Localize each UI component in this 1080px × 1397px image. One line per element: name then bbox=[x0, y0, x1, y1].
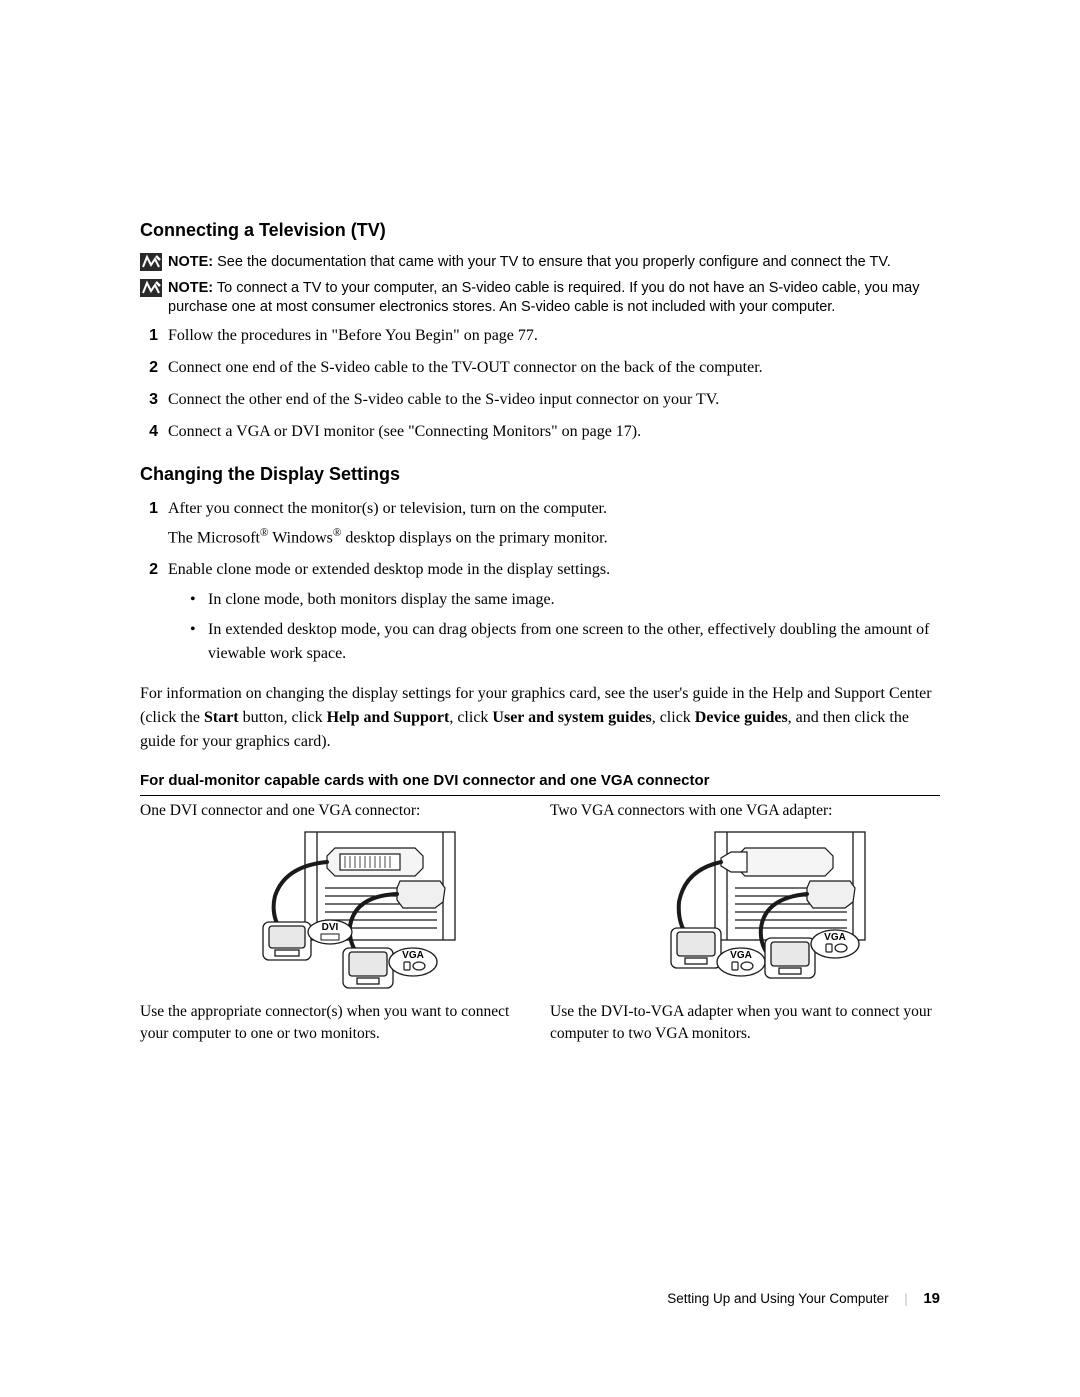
left-column: One DVI connector and one VGA connector: bbox=[140, 802, 530, 1044]
note-row-2: NOTE: To connect a TV to your computer, … bbox=[140, 279, 940, 318]
footer-separator: | bbox=[905, 1291, 908, 1307]
note-1-body: See the documentation that came with you… bbox=[213, 254, 891, 270]
note-2-label: NOTE: bbox=[168, 280, 213, 296]
step-number: 1 bbox=[140, 497, 168, 550]
step-number: 2 bbox=[140, 356, 168, 380]
diagram-left: DVI VGA bbox=[205, 826, 465, 991]
left-col-caption: Use the appropriate connector(s) when yo… bbox=[140, 1001, 530, 1044]
left-col-title: One DVI connector and one VGA connector: bbox=[140, 802, 530, 820]
step-text: Connect one end of the S-video cable to … bbox=[168, 356, 940, 380]
bullet-list: • In clone mode, both monitors display t… bbox=[168, 588, 940, 666]
footer-text: Setting Up and Using Your Computer bbox=[667, 1291, 888, 1306]
note-1-text: NOTE: See the documentation that came wi… bbox=[168, 253, 940, 273]
diagram-right: VGA VGA bbox=[615, 826, 875, 991]
bullet-item: • In clone mode, both monitors display t… bbox=[190, 588, 940, 612]
bullet-text: In clone mode, both monitors display the… bbox=[208, 588, 555, 612]
right-col-title: Two VGA connectors with one VGA adapter: bbox=[550, 802, 940, 820]
note-2-text: NOTE: To connect a TV to your computer, … bbox=[168, 279, 940, 318]
step-text: Follow the procedures in "Before You Beg… bbox=[168, 324, 940, 348]
step-item: 1 Follow the procedures in "Before You B… bbox=[140, 324, 940, 348]
footer-page-number: 19 bbox=[923, 1290, 940, 1307]
steps-list-1: 1 Follow the procedures in "Before You B… bbox=[140, 324, 940, 444]
table-header: For dual-monitor capable cards with one … bbox=[140, 772, 940, 796]
page-content: Connecting a Television (TV) NOTE: See t… bbox=[0, 0, 1080, 1104]
heading-connecting-tv: Connecting a Television (TV) bbox=[140, 220, 940, 241]
bullet-dot: • bbox=[190, 588, 208, 612]
info-paragraph: For information on changing the display … bbox=[140, 682, 940, 754]
step-number: 3 bbox=[140, 388, 168, 412]
bullet-item: • In extended desktop mode, you can drag… bbox=[190, 618, 940, 666]
vga-label: VGA bbox=[402, 950, 424, 961]
step-text: Enable clone mode or extended desktop mo… bbox=[168, 561, 610, 578]
step-item: 2 Connect one end of the S-video cable t… bbox=[140, 356, 940, 380]
note-icon bbox=[140, 253, 168, 271]
note-2-body: To connect a TV to your computer, an S-v… bbox=[168, 280, 919, 316]
step-item: 4 Connect a VGA or DVI monitor (see "Con… bbox=[140, 420, 940, 444]
step-number: 1 bbox=[140, 324, 168, 348]
two-column-row: One DVI connector and one VGA connector: bbox=[140, 802, 940, 1044]
steps-list-2: 1 After you connect the monitor(s) or te… bbox=[140, 497, 940, 672]
note-1-label: NOTE: bbox=[168, 254, 213, 270]
dvi-label: DVI bbox=[322, 922, 339, 933]
step-number: 2 bbox=[140, 558, 168, 672]
step-text: Connect the other end of the S-video cab… bbox=[168, 388, 940, 412]
step-item: 2 Enable clone mode or extended desktop … bbox=[140, 558, 940, 672]
step-item: 3 Connect the other end of the S-video c… bbox=[140, 388, 940, 412]
page-footer: Setting Up and Using Your Computer | 19 bbox=[667, 1290, 940, 1307]
right-column: Two VGA connectors with one VGA adapter: bbox=[550, 802, 940, 1044]
vga-label: VGA bbox=[730, 950, 752, 961]
step-number: 4 bbox=[140, 420, 168, 444]
step-text: Connect a VGA or DVI monitor (see "Conne… bbox=[168, 420, 940, 444]
bullet-dot: • bbox=[190, 618, 208, 666]
right-col-caption: Use the DVI-to-VGA adapter when you want… bbox=[550, 1001, 940, 1044]
step-body: Enable clone mode or extended desktop mo… bbox=[168, 558, 940, 672]
step-text: After you connect the monitor(s) or tele… bbox=[168, 500, 607, 517]
step-item: 1 After you connect the monitor(s) or te… bbox=[140, 497, 940, 550]
note-row-1: NOTE: See the documentation that came wi… bbox=[140, 253, 940, 273]
step-body: After you connect the monitor(s) or tele… bbox=[168, 497, 940, 550]
heading-display-settings: Changing the Display Settings bbox=[140, 464, 940, 485]
bullet-text: In extended desktop mode, you can drag o… bbox=[208, 618, 940, 666]
vga-label: VGA bbox=[824, 932, 846, 943]
step-subtext: The Microsoft® Windows® desktop displays… bbox=[168, 525, 940, 550]
note-icon bbox=[140, 279, 168, 297]
